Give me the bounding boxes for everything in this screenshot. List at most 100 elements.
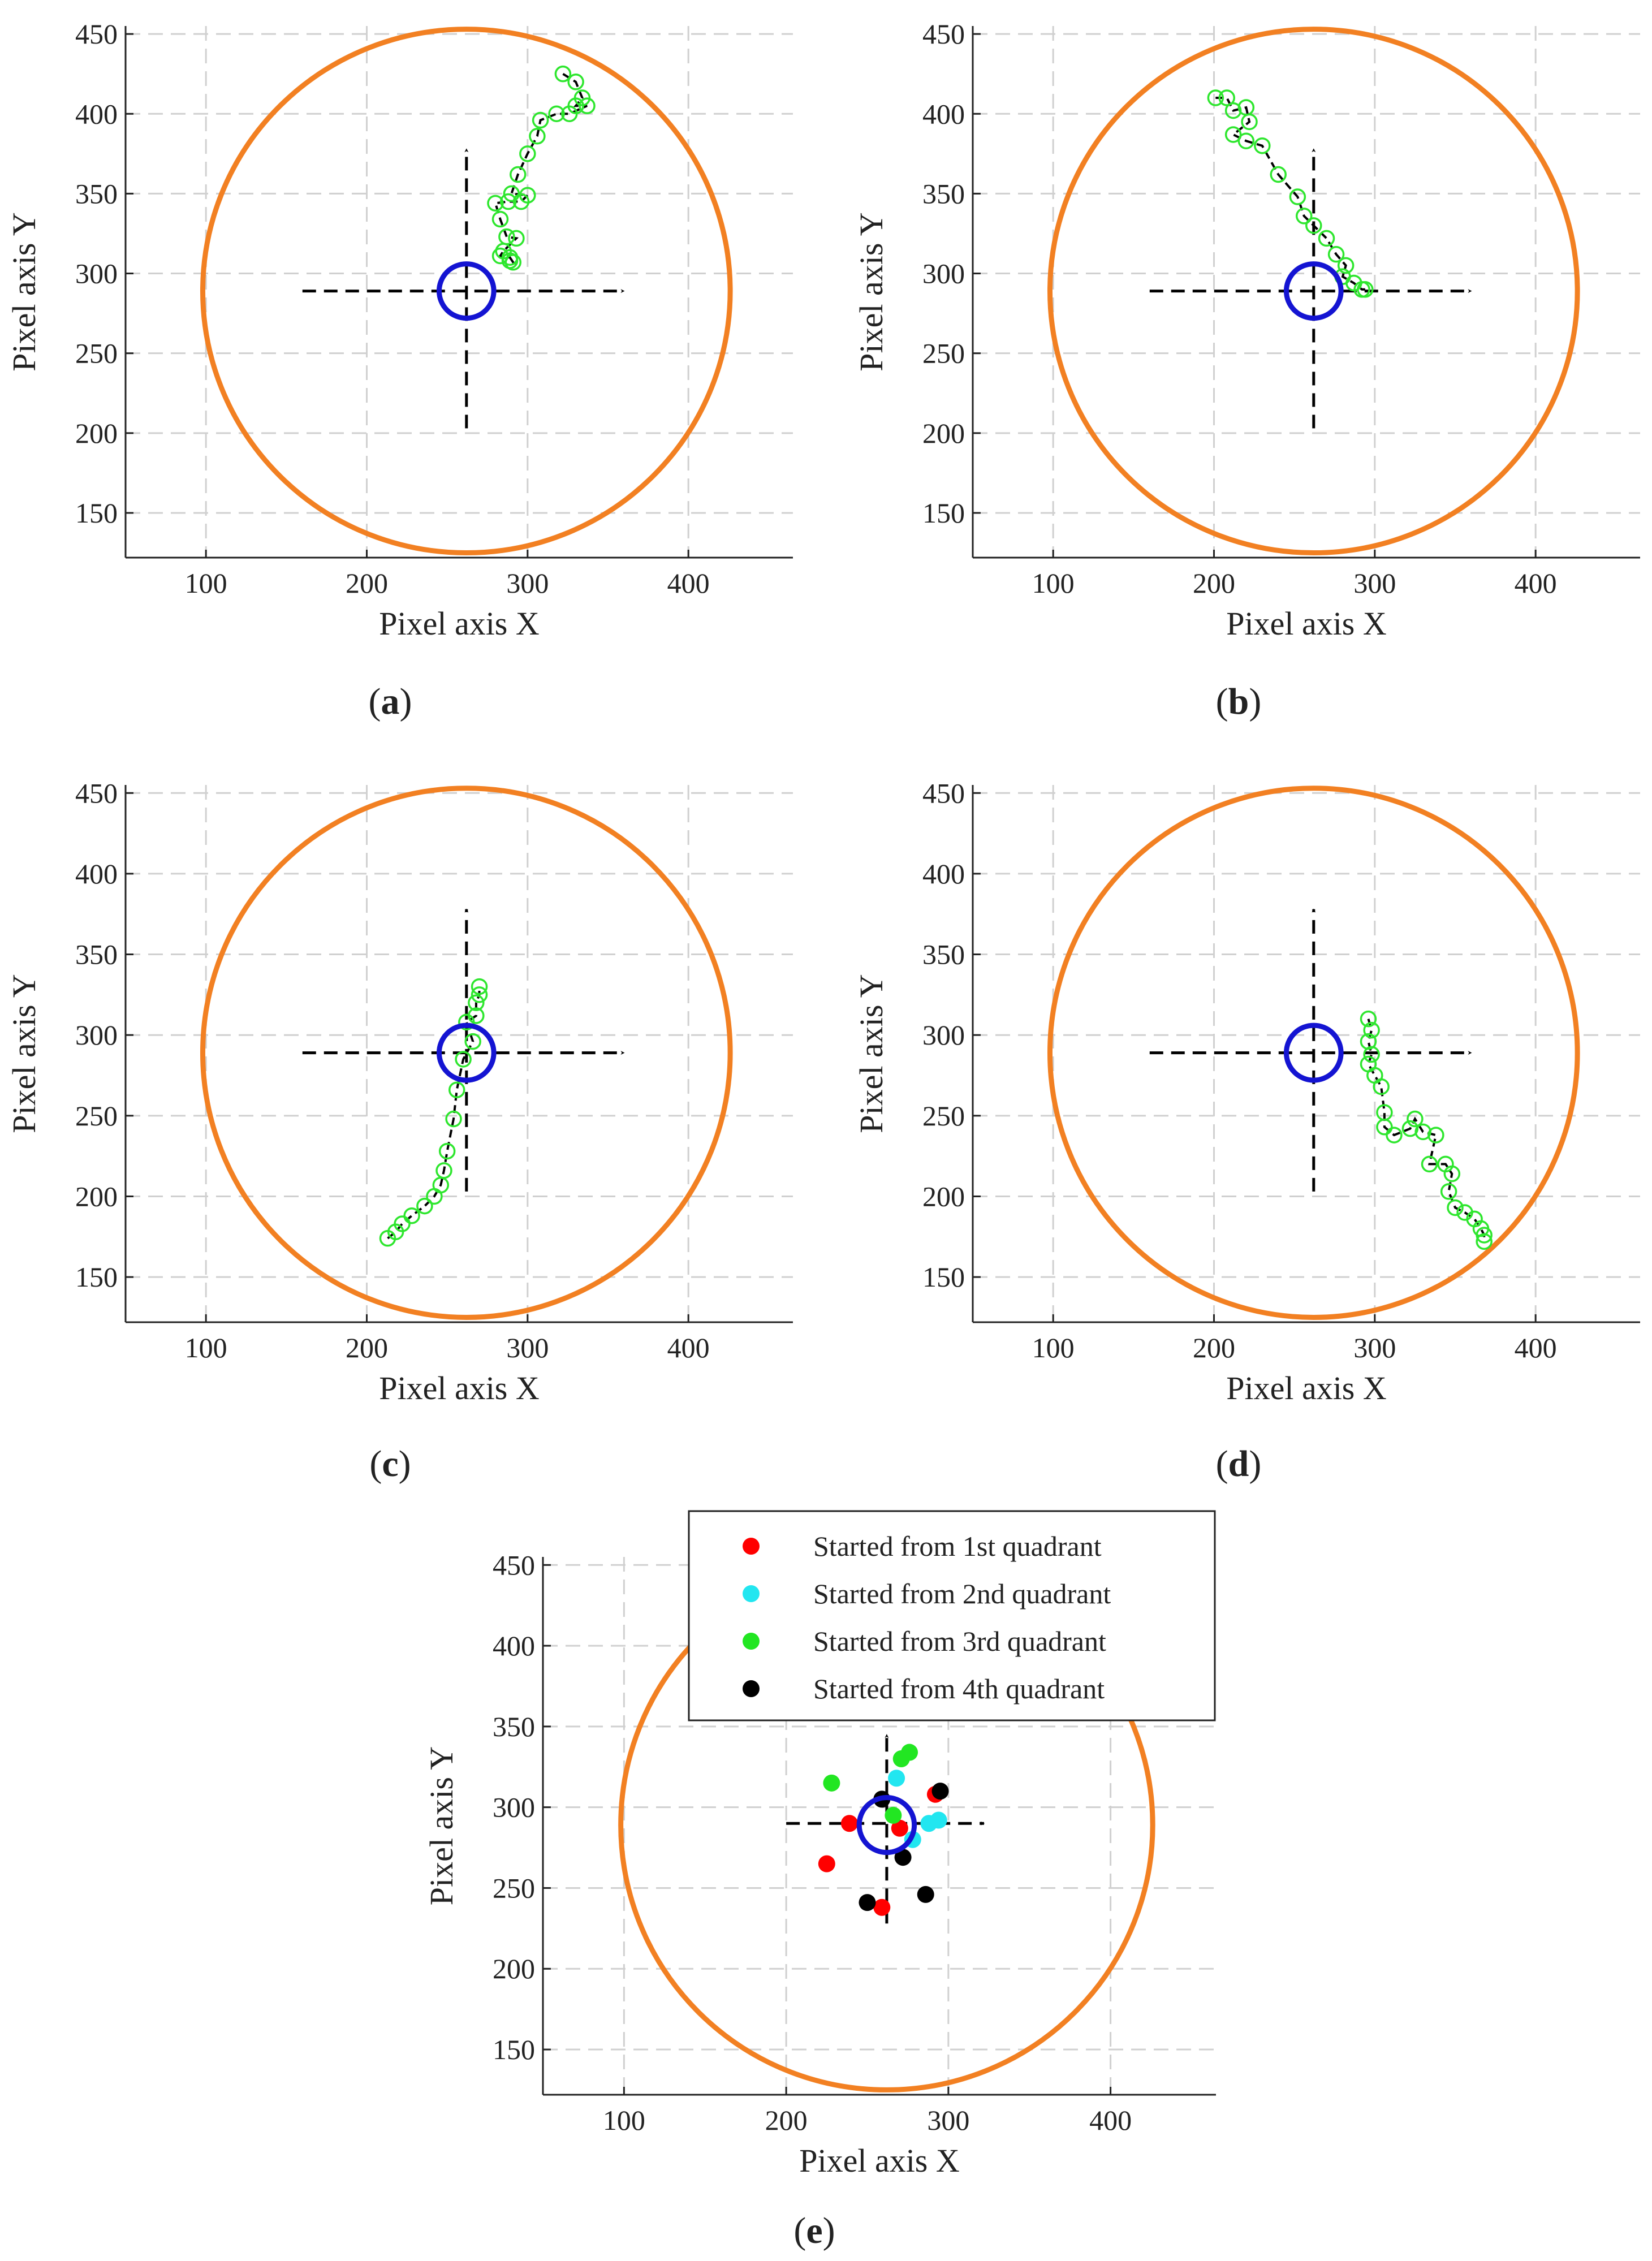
trajectory-point: [1224, 126, 1242, 143]
scatter-point: [891, 1819, 908, 1837]
y-tick-label: 250: [75, 1100, 118, 1132]
scatter-point: [818, 1855, 835, 1872]
trajectory-point: [1421, 1155, 1438, 1173]
trajectory-line: [1367, 1019, 1486, 1242]
trajectory-point: [554, 65, 572, 83]
y-tick-label: 300: [75, 1019, 118, 1051]
boundary-circle: [200, 27, 733, 556]
y-tick-label: 450: [75, 777, 118, 809]
x-axis-label: Pixel axis X: [379, 1370, 540, 1406]
trajectory-point: [1241, 113, 1258, 131]
y-tick-label: 450: [75, 18, 118, 50]
x-tick-label: 400: [667, 1332, 710, 1363]
trajectory-point: [1360, 1055, 1377, 1073]
boundary-circle: [1047, 27, 1580, 556]
scatter-point: [930, 1811, 947, 1829]
y-tick-label: 200: [922, 1180, 965, 1212]
trajectory-point: [1447, 1199, 1464, 1216]
x-tick-label: 400: [667, 567, 710, 599]
y-tick-label: 350: [922, 939, 965, 970]
scatter-point: [873, 1898, 891, 1916]
y-tick-label: 400: [922, 858, 965, 890]
y-tick-label: 200: [75, 1180, 118, 1212]
panel-label: (c): [369, 1443, 411, 1485]
boundary-circle: [1047, 786, 1580, 1320]
y-tick-label: 300: [922, 258, 965, 290]
y-axis-label: Pixel axis Y: [853, 212, 890, 371]
y-tick-label: 400: [75, 98, 118, 130]
x-axis-label: Pixel axis X: [1226, 605, 1387, 642]
panel-label: (a): [369, 681, 412, 722]
trajectory-point: [1363, 1021, 1380, 1039]
trajectory-point: [1386, 1127, 1403, 1144]
plot-area: [1047, 27, 1580, 556]
panel-d: 100 200 300 400 150 200 250 300 350 400 450 Pixel a…: [853, 777, 1640, 1485]
target-circle: [856, 1795, 917, 1856]
x-axis-label: Pixel axis X: [1226, 1370, 1387, 1406]
trajectory-point: [567, 74, 584, 90]
target-circle: [1283, 1022, 1344, 1083]
plot-area: [1047, 786, 1580, 1320]
y-tick-label: 150: [922, 497, 965, 529]
x-tick-label: 200: [346, 1332, 388, 1363]
trajectory-point: [1295, 208, 1313, 225]
x-tick-label: 300: [1353, 1332, 1396, 1363]
trajectory-point: [579, 97, 596, 114]
trajectory-point: [1407, 1110, 1424, 1128]
trajectory-point: [487, 195, 504, 212]
trajectory-line: [1215, 97, 1365, 291]
trajectory-point: [1305, 217, 1322, 234]
y-tick-label: 400: [922, 98, 965, 130]
trajectory-point: [1357, 281, 1374, 298]
trajectory-point: [1218, 89, 1236, 106]
panel-label: (e): [793, 2210, 835, 2251]
x-tick-label: 200: [1193, 567, 1235, 599]
trajectory-point: [491, 247, 509, 265]
scatter-point: [894, 1849, 912, 1866]
y-tick-label: 250: [922, 338, 965, 369]
y-tick-label: 250: [75, 338, 118, 369]
trajectory-point: [529, 128, 546, 145]
trajectory-point: [455, 1051, 472, 1068]
trajectory-point: [394, 1215, 411, 1232]
y-tick-label: 400: [493, 1630, 535, 1662]
panel-e: 100 200 300 400 150 200 250 300 350 400 450 Pixel a…: [423, 1510, 1216, 2251]
legend-marker: [743, 1680, 760, 1697]
trajectory-point: [435, 1162, 452, 1179]
trajectory-point: [512, 193, 530, 210]
trajectory-point: [1207, 89, 1224, 106]
trajectory-point: [1254, 137, 1271, 154]
x-axis-label: Pixel axis X: [379, 605, 540, 642]
y-axis-label: Pixel axis Y: [853, 974, 890, 1133]
y-tick-label: 450: [922, 777, 965, 809]
trajectory-point: [468, 1007, 485, 1024]
scatter-point: [840, 1815, 858, 1832]
target-circle: [1283, 261, 1344, 321]
trajectory-point: [561, 105, 578, 123]
trajectory-point: [416, 1197, 433, 1215]
trajectory-point: [1337, 257, 1355, 274]
scatter-point: [885, 1806, 902, 1824]
x-tick-label: 400: [1515, 567, 1557, 599]
panel-label: (d): [1216, 1443, 1262, 1485]
legend-label: Started from 4th quadrant: [813, 1673, 1105, 1705]
y-tick-label: 200: [922, 417, 965, 449]
trajectory-line: [387, 986, 481, 1240]
trajectory-point: [1318, 230, 1335, 247]
trajectory-point: [1440, 1183, 1457, 1200]
scatter-point: [859, 1894, 876, 1912]
x-tick-label: 100: [1032, 567, 1075, 599]
legend-label: Started from 1st quadrant: [813, 1530, 1102, 1562]
y-tick-label: 150: [493, 2034, 535, 2065]
trajectory-point: [508, 230, 525, 247]
x-axis-label: Pixel axis X: [799, 2142, 960, 2179]
y-tick-label: 150: [922, 1261, 965, 1293]
trajectory-point: [1476, 1227, 1493, 1244]
x-tick-label: 100: [1032, 1332, 1075, 1363]
x-tick-label: 300: [506, 567, 549, 599]
trajectory-point: [501, 252, 519, 269]
trajectory-point: [403, 1207, 420, 1224]
target-circle: [436, 261, 497, 321]
x-tick-label: 300: [927, 2104, 969, 2136]
y-tick-label: 200: [75, 417, 118, 449]
